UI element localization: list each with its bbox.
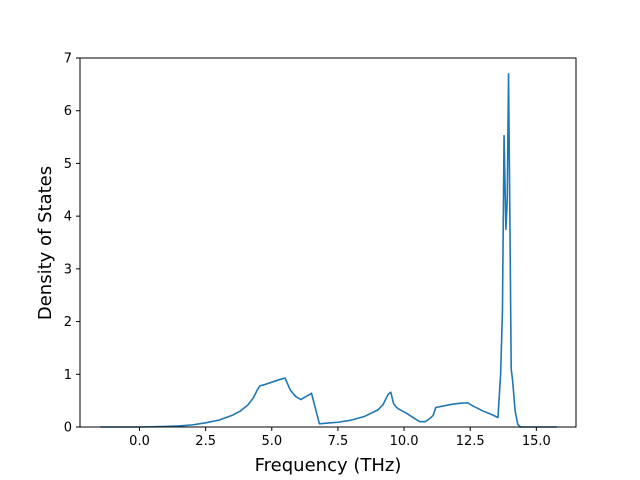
y-tick-label: 2 <box>64 315 72 330</box>
y-axis-ticks: 0 1 2 3 4 5 6 7 <box>64 52 80 436</box>
y-tick-label: 3 <box>64 262 72 277</box>
x-tick-label: 5.0 <box>261 434 282 449</box>
x-axis-ticks: 0.0 2.5 5.0 7.5 10.0 12.5 15.0 <box>129 427 551 449</box>
dos-series-line-0 <box>100 73 557 428</box>
series-layer <box>100 73 557 428</box>
x-tick-label: 15.0 <box>522 434 551 449</box>
x-axis-label: Frequency (THz) <box>255 455 402 476</box>
x-tick-label: 2.5 <box>195 434 216 449</box>
y-tick-label: 7 <box>64 52 72 67</box>
y-tick-label: 0 <box>64 421 72 436</box>
y-tick-label: 1 <box>64 368 72 383</box>
y-tick-label: 5 <box>64 157 72 172</box>
y-tick-label: 6 <box>64 104 72 119</box>
x-tick-label: 0.0 <box>129 434 150 449</box>
x-tick-label: 12.5 <box>456 434 485 449</box>
y-tick-label: 4 <box>64 210 72 225</box>
plot-frame <box>79 57 577 428</box>
plot-area <box>79 57 577 428</box>
x-tick-label: 7.5 <box>328 434 349 449</box>
x-tick-label: 10.0 <box>390 434 419 449</box>
y-axis-label: Density of States <box>35 166 56 320</box>
